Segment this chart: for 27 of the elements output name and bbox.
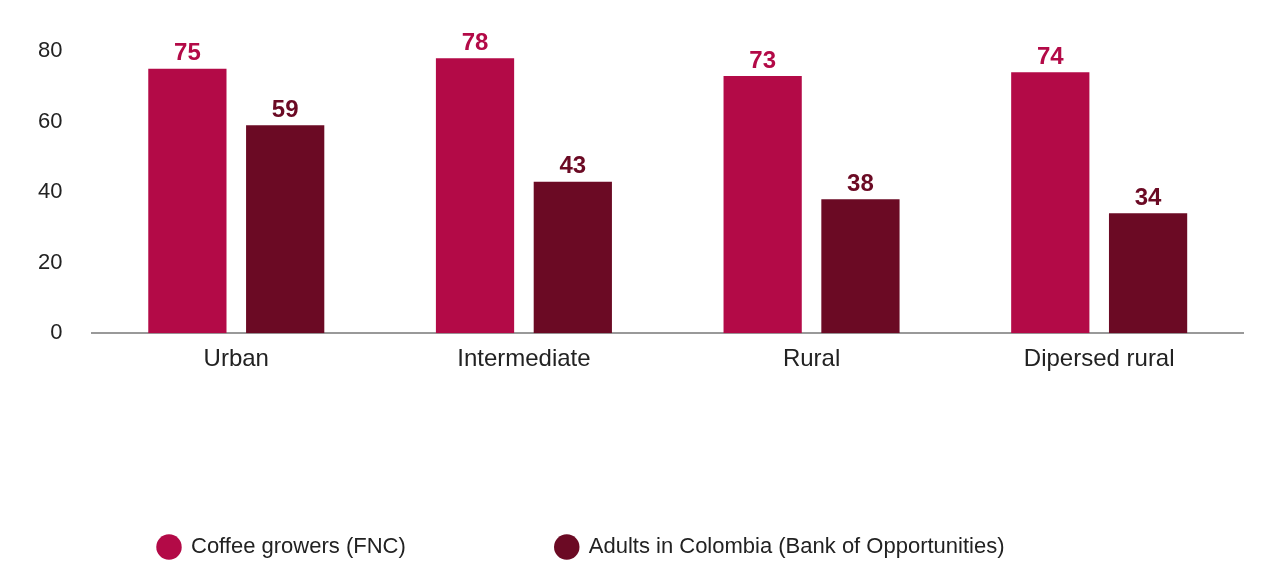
bar [246, 125, 325, 334]
bar [533, 181, 612, 334]
x-tick-label: Urban [203, 344, 269, 372]
bar [148, 68, 227, 334]
y-tick-label: 20 [37, 248, 63, 274]
data-label: 73 [749, 45, 777, 73]
data-label: 78 [461, 27, 489, 55]
x-tick-label: Rural [782, 344, 841, 372]
bar [1108, 213, 1188, 334]
bar [723, 75, 802, 334]
y-tick-label: 60 [37, 107, 63, 133]
y-tick-label: 40 [37, 178, 63, 204]
data-label: 74 [1036, 41, 1065, 69]
data-label: 34 [1134, 182, 1163, 210]
data-label: 43 [559, 151, 587, 179]
data-label: 59 [271, 94, 299, 122]
bar [1011, 72, 1090, 334]
bar [821, 199, 900, 334]
y-tick-label: 0 [50, 319, 63, 345]
data-label: 75 [174, 38, 201, 66]
legend-label: Adults in Colombia (Bank of Opportunities) [588, 533, 1005, 559]
x-tick-label: Intermediate [457, 344, 591, 372]
x-tick-label: Dipersed rural [1023, 344, 1175, 372]
y-tick-label: 80 [37, 37, 63, 63]
bar [435, 58, 515, 334]
data-label: 38 [847, 168, 874, 196]
legend-label: Coffee growers (FNC) [191, 533, 406, 559]
